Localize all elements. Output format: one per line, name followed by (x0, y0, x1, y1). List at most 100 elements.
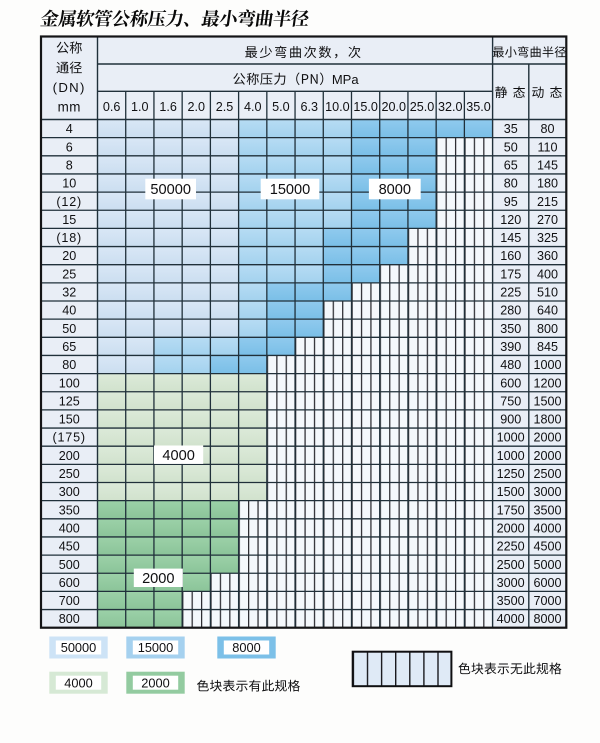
svg-text:1500: 1500 (497, 485, 525, 499)
svg-text:900: 900 (500, 413, 521, 427)
svg-text:6000: 6000 (533, 576, 561, 590)
svg-text:2000: 2000 (497, 522, 525, 536)
svg-text:10: 10 (62, 177, 76, 191)
svg-text:1000: 1000 (533, 358, 561, 372)
svg-text:32.0: 32.0 (438, 100, 463, 114)
svg-text:4.0: 4.0 (244, 100, 262, 114)
svg-text:325: 325 (537, 231, 558, 245)
svg-text:845: 845 (537, 340, 558, 354)
svg-text:(175): (175) (52, 431, 85, 445)
svg-text:2500: 2500 (533, 467, 561, 481)
svg-text:4000: 4000 (497, 612, 525, 626)
svg-text:4000: 4000 (162, 448, 194, 464)
svg-text:8000: 8000 (379, 182, 411, 198)
svg-text:65: 65 (62, 340, 76, 354)
svg-text:800: 800 (59, 612, 80, 626)
svg-text:2000: 2000 (142, 571, 174, 587)
svg-text:15.0: 15.0 (353, 100, 378, 114)
svg-text:300: 300 (59, 485, 80, 499)
svg-text:2.5: 2.5 (216, 100, 234, 114)
svg-text:600: 600 (59, 576, 80, 590)
svg-text:mm: mm (58, 100, 81, 115)
svg-text:MPa: MPa (332, 72, 360, 87)
svg-text:(DN): (DN) (53, 80, 86, 95)
svg-text:25.0: 25.0 (410, 100, 435, 114)
svg-text:160: 160 (500, 249, 521, 263)
svg-text:20: 20 (62, 249, 76, 263)
svg-text:50: 50 (62, 322, 76, 336)
svg-text:2500: 2500 (497, 558, 525, 572)
svg-text:800: 800 (537, 322, 558, 336)
svg-text:145: 145 (500, 231, 521, 245)
svg-text:4500: 4500 (533, 540, 561, 554)
svg-text:3500: 3500 (497, 594, 525, 608)
svg-text:1500: 1500 (533, 394, 561, 408)
svg-text:(18): (18) (56, 231, 82, 245)
svg-text:350: 350 (500, 322, 521, 336)
svg-text:80: 80 (540, 122, 554, 136)
svg-text:35.0: 35.0 (466, 100, 491, 114)
svg-text:215: 215 (537, 195, 558, 209)
svg-text:8000: 8000 (533, 612, 561, 626)
svg-text:(12): (12) (56, 195, 82, 209)
svg-text:8000: 8000 (232, 640, 260, 655)
svg-text:100: 100 (59, 376, 80, 390)
svg-text:3000: 3000 (497, 576, 525, 590)
svg-text:3000: 3000 (533, 485, 561, 499)
svg-text:360: 360 (537, 249, 558, 263)
svg-text:480: 480 (500, 358, 521, 372)
svg-text:200: 200 (59, 449, 80, 463)
svg-text:350: 350 (59, 503, 80, 517)
svg-text:270: 270 (537, 213, 558, 227)
svg-text:50: 50 (504, 140, 518, 154)
svg-text:5.0: 5.0 (272, 100, 290, 114)
svg-text:35: 35 (504, 122, 518, 136)
svg-text:640: 640 (537, 304, 558, 318)
svg-text:4000: 4000 (533, 522, 561, 536)
svg-text:1.6: 1.6 (159, 100, 177, 114)
svg-text:400: 400 (59, 522, 80, 536)
svg-text:750: 750 (500, 394, 521, 408)
svg-text:5000: 5000 (533, 558, 561, 572)
svg-text:1000: 1000 (497, 449, 525, 463)
svg-text:1750: 1750 (497, 503, 525, 517)
svg-text:32: 32 (62, 286, 76, 300)
svg-text:2000: 2000 (141, 675, 169, 690)
svg-text:15: 15 (62, 213, 76, 227)
svg-text:50000: 50000 (150, 182, 191, 198)
svg-text:2250: 2250 (497, 540, 525, 554)
svg-text:1200: 1200 (533, 376, 561, 390)
svg-text:390: 390 (500, 340, 521, 354)
svg-text:1800: 1800 (533, 413, 561, 427)
svg-text:1.0: 1.0 (131, 100, 149, 114)
svg-text:50000: 50000 (61, 640, 97, 655)
svg-text:6: 6 (66, 140, 73, 154)
svg-text:1000: 1000 (497, 431, 525, 445)
svg-text:145: 145 (537, 159, 558, 173)
svg-text:80: 80 (62, 358, 76, 372)
svg-text:175: 175 (500, 267, 521, 281)
svg-text:20.0: 20.0 (382, 100, 407, 114)
svg-text:2000: 2000 (533, 449, 561, 463)
svg-text:1250: 1250 (497, 467, 525, 481)
svg-text:280: 280 (500, 304, 521, 318)
svg-text:700: 700 (59, 594, 80, 608)
svg-text:25: 25 (62, 267, 76, 281)
svg-text:3500: 3500 (533, 503, 561, 517)
svg-text:450: 450 (59, 540, 80, 554)
svg-text:95: 95 (504, 195, 518, 209)
svg-text:225: 225 (500, 286, 521, 300)
svg-text:15000: 15000 (138, 640, 174, 655)
svg-text:6.3: 6.3 (300, 100, 318, 114)
svg-text:500: 500 (59, 558, 80, 572)
svg-text:600: 600 (500, 376, 521, 390)
svg-text:180: 180 (537, 177, 558, 191)
svg-text:10.0: 10.0 (325, 100, 350, 114)
svg-text:4: 4 (66, 122, 73, 136)
svg-text:2.0: 2.0 (188, 100, 206, 114)
svg-text:110: 110 (537, 140, 557, 154)
svg-text:510: 510 (537, 286, 558, 300)
svg-text:0.6: 0.6 (103, 100, 121, 114)
svg-text:15000: 15000 (270, 182, 311, 198)
svg-text:120: 120 (500, 213, 521, 227)
